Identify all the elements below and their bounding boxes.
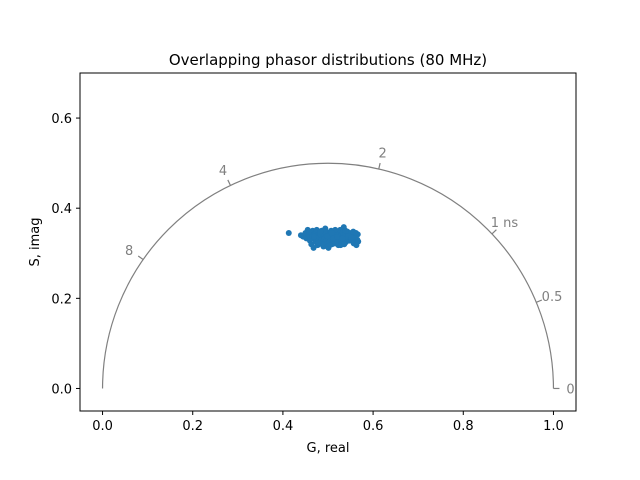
data-point: [324, 233, 331, 240]
data-point: [306, 228, 313, 235]
lifetime-label: 0.5: [542, 290, 563, 305]
lifetime-labels: 0 0.5 1 ns 2 4 8: [125, 146, 575, 397]
x-axis-label: G, real: [307, 441, 350, 456]
lifetime-tick: [491, 229, 497, 235]
data-point: [328, 229, 335, 236]
lifetime-label: 0: [566, 382, 574, 397]
x-tick-label: 0.8: [453, 419, 474, 434]
data-point: [354, 231, 361, 238]
x-tick-label: 1.0: [543, 419, 564, 434]
x-axis-ticks: 0.0 0.2 0.4 0.6 0.8 1.0: [92, 411, 564, 434]
data-point: [317, 228, 324, 235]
data-point: [334, 234, 341, 241]
x-tick-label: 0.6: [363, 419, 384, 434]
data-point: [339, 235, 346, 242]
lifetime-tick: [227, 179, 231, 186]
data-point: [342, 227, 349, 234]
lifetime-tick: [536, 299, 543, 303]
y-tick-label: 0.6: [51, 112, 72, 127]
data-point: [350, 228, 357, 235]
y-tick-label: 0.4: [51, 202, 72, 217]
x-tick-label: 0.2: [182, 419, 203, 434]
universal-circle: [101, 162, 555, 389]
data-point: [326, 242, 333, 249]
data-point: [348, 234, 355, 241]
lifetime-tick: [378, 162, 381, 170]
universal-circle-arc: [101, 162, 555, 389]
lifetime-label: 1 ns: [491, 216, 519, 231]
data-point: [315, 239, 322, 246]
data-point: [311, 233, 318, 240]
y-axis-label: S, imag: [28, 217, 43, 266]
plot-frame: [79, 72, 577, 412]
lifetime-tick: [137, 255, 144, 260]
data-point: [355, 238, 362, 245]
lifetime-label: 4: [219, 164, 227, 179]
y-tick-label: 0.2: [51, 292, 72, 307]
y-axis-ticks: 0.0 0.2 0.4 0.6: [51, 112, 80, 397]
lifetime-label: 8: [125, 244, 133, 259]
data-point: [321, 228, 328, 235]
lifetime-label: 2: [378, 146, 386, 161]
data-point: [341, 241, 348, 248]
x-tick-label: 0.4: [273, 419, 294, 434]
y-tick-label: 0.0: [51, 382, 72, 397]
data-points: [285, 224, 362, 251]
x-tick-label: 0.0: [92, 419, 113, 434]
chart-title: Overlapping phasor distributions (80 MHz…: [169, 51, 487, 69]
data-point: [285, 229, 292, 236]
